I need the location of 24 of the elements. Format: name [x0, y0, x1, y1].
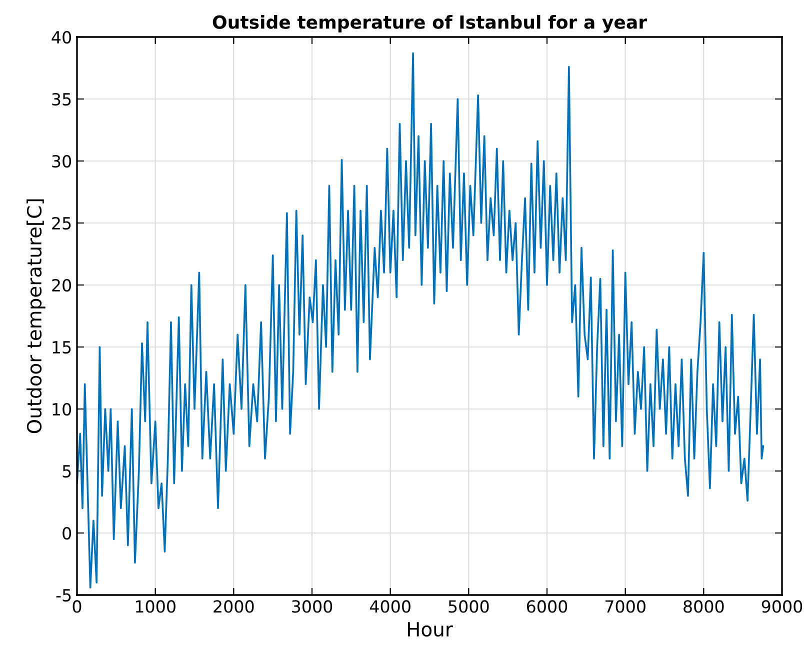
x-axis-title: Hour	[408, 622, 453, 637]
x-tick-label: 0	[72, 600, 82, 613]
x-tick-label: 2000	[214, 600, 254, 613]
x-tick-label: 1000	[136, 600, 176, 613]
y-tick-label: 25	[52, 216, 71, 230]
x-tick-label: 6000	[526, 600, 568, 613]
y-tick-label: 40	[52, 30, 72, 44]
y-tick-label: -5	[56, 589, 71, 602]
x-tick-label: 4000	[370, 600, 410, 613]
y-tick-label: 10	[52, 402, 72, 416]
y-tick-label: 30	[52, 154, 72, 168]
x-tick-label: 8000	[684, 600, 724, 613]
y-tick-label: 20	[52, 278, 72, 292]
chart-title: Outside temperature of Istanbul for a year	[212, 14, 647, 33]
x-tick-label: 7000	[605, 600, 646, 613]
x-tick-label: 5000	[448, 600, 489, 613]
x-tick-label: 9000	[762, 600, 802, 613]
y-tick-label: 0	[62, 526, 72, 540]
y-axis-title: Outdoor temperature[C]	[26, 199, 46, 434]
y-tick-label: 15	[52, 341, 71, 354]
line-series	[77, 52, 764, 588]
x-tick-label: 3000	[292, 600, 332, 613]
y-tick-label: 5	[62, 465, 71, 478]
y-tick-label: 35	[52, 92, 71, 106]
